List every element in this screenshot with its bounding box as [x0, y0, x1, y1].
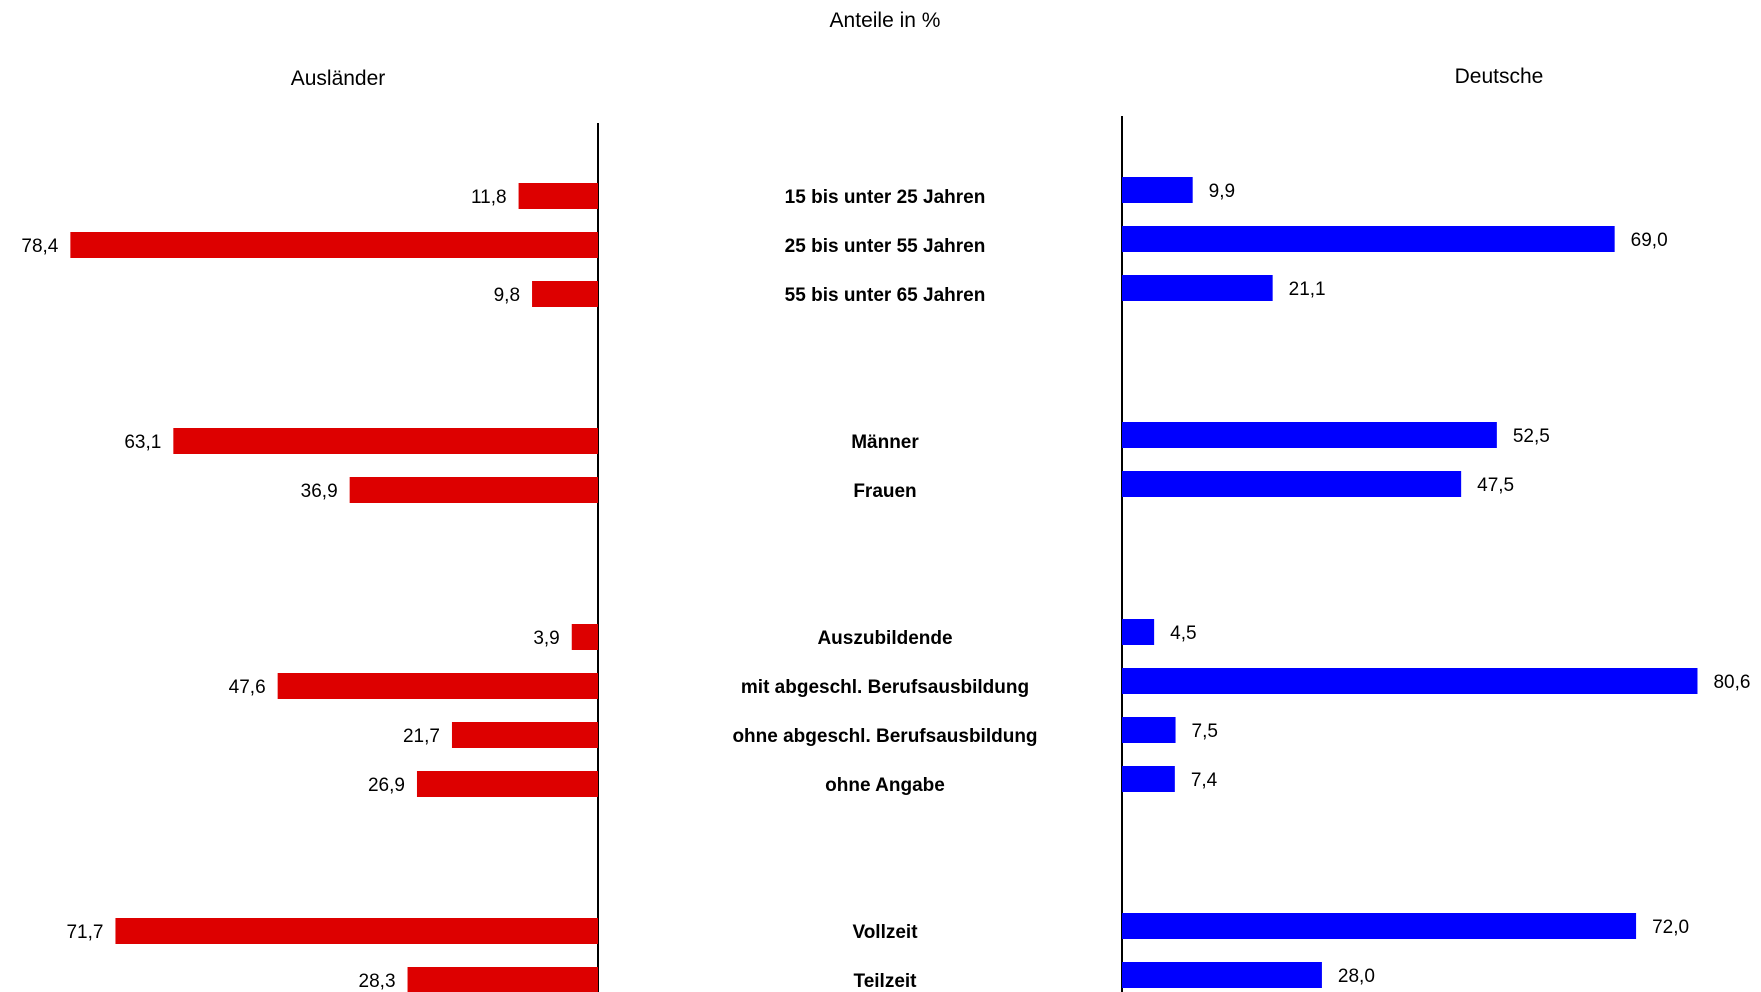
value-label-deutsche: 28,0 [1338, 966, 1375, 987]
category-label: ohne Angabe [825, 775, 945, 796]
bar-auslaender [407, 967, 598, 992]
value-label-auslaender: 36,9 [301, 481, 338, 502]
bar-deutsche [1122, 275, 1273, 301]
value-label-auslaender: 71,7 [66, 922, 103, 943]
value-label-auslaender: 47,6 [229, 677, 266, 698]
value-label-deutsche: 72,0 [1652, 917, 1689, 938]
bar-deutsche [1122, 422, 1497, 448]
chart-title: Anteile in % [830, 9, 941, 32]
bar-auslaender [532, 281, 598, 307]
bar-deutsche [1122, 619, 1155, 645]
category-label: Männer [851, 432, 919, 453]
series-label-auslaender: Ausländer [291, 67, 386, 90]
category-label: 15 bis unter 25 Jahren [785, 187, 986, 208]
value-label-deutsche: 21,1 [1289, 279, 1326, 300]
bar-deutsche [1122, 717, 1176, 743]
bar-auslaender [451, 722, 598, 748]
category-label: Vollzeit [852, 922, 918, 943]
category-label: Auszubildende [817, 628, 952, 649]
value-label-auslaender: 78,4 [21, 236, 58, 257]
bar-auslaender [416, 771, 598, 797]
bar-deutsche [1122, 962, 1322, 988]
category-label: mit abgeschl. Berufsausbildung [741, 677, 1029, 698]
value-label-auslaender: 63,1 [124, 432, 161, 453]
value-label-deutsche: 52,5 [1513, 426, 1550, 447]
bar-deutsche [1122, 913, 1637, 939]
value-label-deutsche: 7,5 [1192, 721, 1218, 742]
bar-deutsche [1122, 766, 1175, 792]
bar-auslaender [277, 673, 598, 699]
category-label: Teilzeit [854, 971, 918, 992]
bar-deutsche [1122, 471, 1462, 497]
series-label-deutsche: Deutsche [1455, 65, 1544, 88]
category-label: 55 bis unter 65 Jahren [785, 285, 986, 306]
bar-deutsche [1122, 668, 1698, 694]
bar-auslaender [518, 183, 598, 209]
value-label-deutsche: 69,0 [1631, 230, 1668, 251]
value-label-auslaender: 3,9 [533, 628, 559, 649]
value-label-deutsche: 9,9 [1209, 181, 1235, 202]
value-label-deutsche: 80,6 [1713, 672, 1750, 693]
bar-auslaender [173, 428, 598, 454]
bar-auslaender [571, 624, 598, 650]
bar-deutsche [1122, 177, 1193, 203]
bar-auslaender [349, 477, 598, 503]
value-label-deutsche: 7,4 [1191, 770, 1218, 791]
value-label-auslaender: 11,8 [471, 187, 507, 208]
value-label-auslaender: 28,3 [359, 971, 396, 992]
category-label: ohne abgeschl. Berufsausbildung [732, 726, 1037, 747]
value-label-deutsche: 4,5 [1170, 623, 1196, 644]
value-label-auslaender: 9,8 [494, 285, 520, 306]
bar-auslaender [70, 232, 599, 258]
bar-auslaender [115, 918, 599, 944]
value-label-auslaender: 21,7 [403, 726, 440, 747]
bar-deutsche [1122, 226, 1615, 252]
value-label-auslaender: 26,9 [368, 775, 405, 796]
category-label: 25 bis unter 55 Jahren [785, 236, 986, 257]
category-label: Frauen [853, 481, 916, 502]
value-label-deutsche: 47,5 [1477, 475, 1514, 496]
